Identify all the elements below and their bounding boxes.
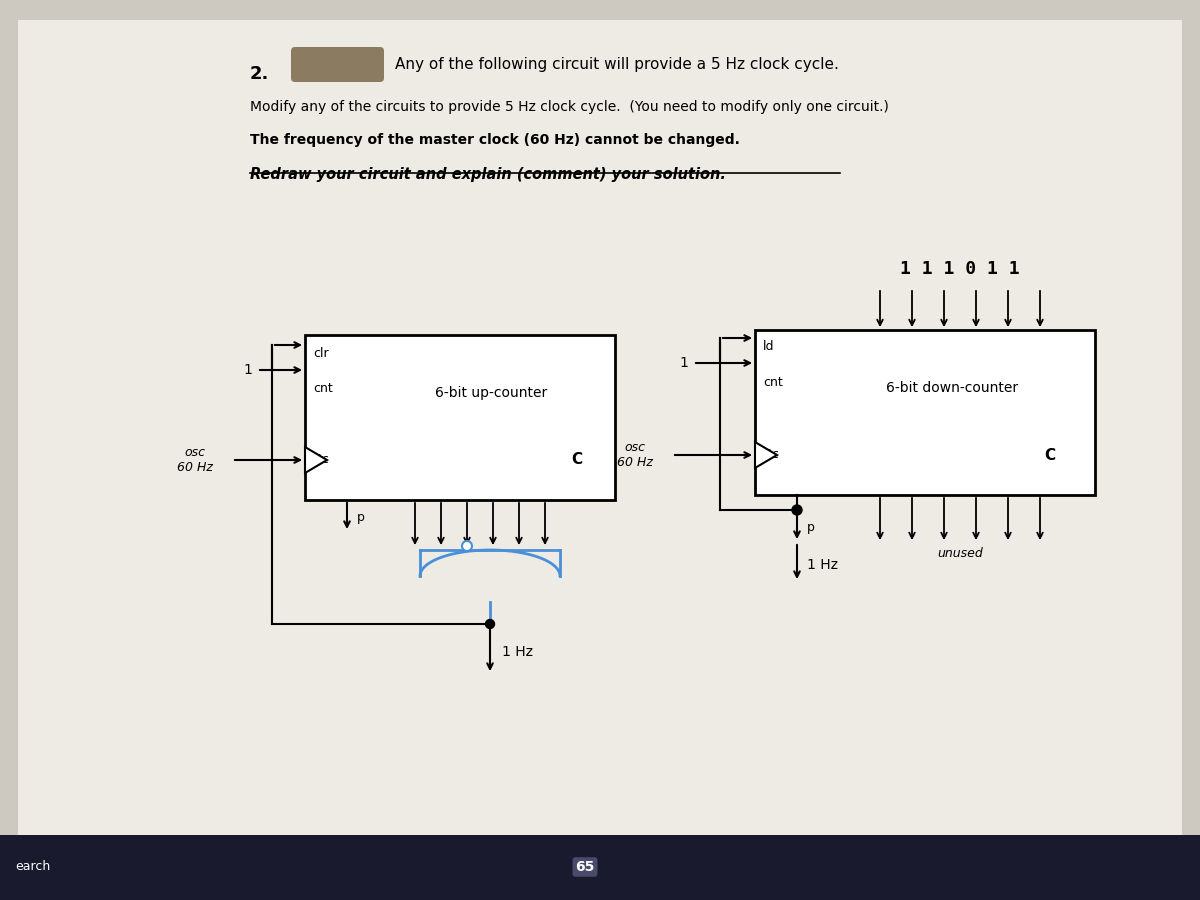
Text: tc: tc <box>768 448 780 462</box>
Circle shape <box>486 619 494 628</box>
Bar <box>305 335 616 500</box>
Text: Redraw your circuit and explain (comment) your solution.: Redraw your circuit and explain (comment… <box>250 167 726 182</box>
Text: tc: tc <box>318 454 330 466</box>
Text: 1: 1 <box>244 363 252 377</box>
Polygon shape <box>305 447 326 473</box>
Text: p: p <box>358 511 365 525</box>
Text: p: p <box>808 521 815 535</box>
Text: 1 1 1 0 1 1: 1 1 1 0 1 1 <box>900 260 1020 278</box>
Text: 2.: 2. <box>250 65 269 83</box>
Text: 1 Hz: 1 Hz <box>502 645 533 659</box>
Text: C: C <box>1044 447 1056 463</box>
Text: C: C <box>571 453 582 467</box>
Bar <box>755 330 1096 495</box>
Text: 6-bit up-counter: 6-bit up-counter <box>434 386 547 400</box>
Text: 1 Hz: 1 Hz <box>808 558 838 572</box>
Text: osc
60 Hz: osc 60 Hz <box>617 441 653 469</box>
Text: ld: ld <box>763 340 774 353</box>
Polygon shape <box>755 442 778 468</box>
FancyBboxPatch shape <box>292 47 384 82</box>
Text: The frequency of the master clock (60 Hz) cannot be changed.: The frequency of the master clock (60 Hz… <box>250 133 740 147</box>
Text: clr: clr <box>313 347 329 360</box>
Text: cnt: cnt <box>763 376 782 389</box>
Text: 1: 1 <box>679 356 688 370</box>
Circle shape <box>462 541 472 551</box>
Bar <box>0 835 1200 900</box>
Text: Any of the following circuit will provide a 5 Hz clock cycle.: Any of the following circuit will provid… <box>395 57 839 71</box>
Text: 65: 65 <box>575 860 595 874</box>
FancyBboxPatch shape <box>18 20 1182 835</box>
Text: Modify any of the circuits to provide 5 Hz clock cycle.  (You need to modify onl: Modify any of the circuits to provide 5 … <box>250 100 889 114</box>
Circle shape <box>792 505 802 515</box>
Text: earch: earch <box>14 860 50 874</box>
Text: osc
60 Hz: osc 60 Hz <box>178 446 212 474</box>
Text: cnt: cnt <box>313 382 332 395</box>
Text: unused: unused <box>937 547 983 560</box>
Text: 6-bit down-counter: 6-bit down-counter <box>886 381 1019 395</box>
